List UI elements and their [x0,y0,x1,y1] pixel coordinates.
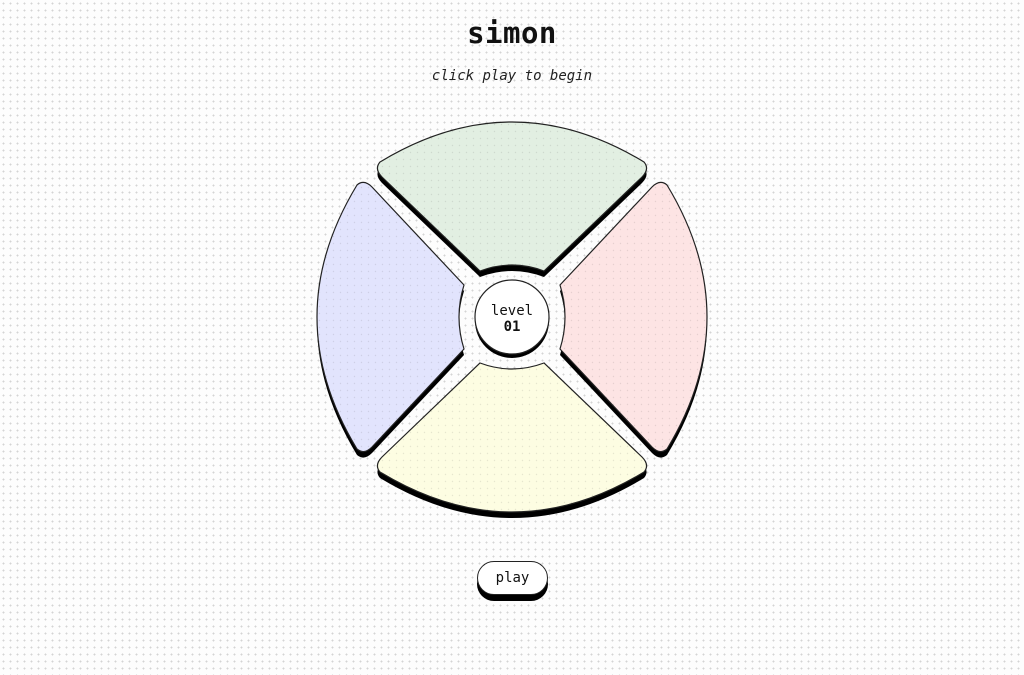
level-display: level 01 [474,279,550,358]
game-status: click play to begin [431,68,593,84]
simon-board: level 01 [302,107,722,527]
level-label: level [491,303,533,319]
simon-board-svg: level 01 [316,121,708,518]
level-value: 01 [504,319,521,335]
play-button-wrapper: play [477,561,548,601]
play-button[interactable]: play [477,561,548,595]
game-title: simon [467,16,557,50]
